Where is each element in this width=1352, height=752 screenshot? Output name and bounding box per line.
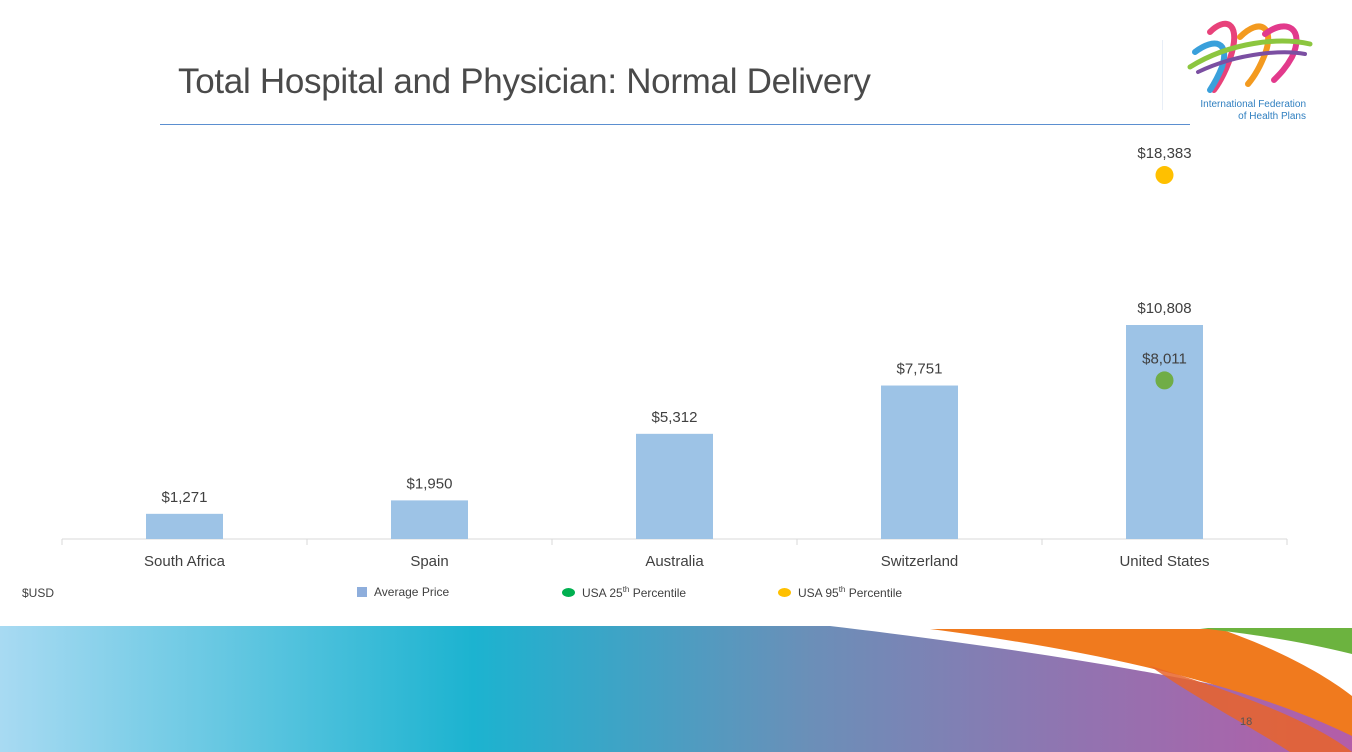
legend-item-p95: USA 95th Percentile: [778, 585, 902, 600]
logo-text-line1: International Federation: [1200, 99, 1306, 110]
logo-text-line2: of Health Plans: [1238, 111, 1306, 122]
point-p95: [1155, 166, 1174, 185]
bar-1: [391, 500, 468, 539]
point-value-label: $8,011: [1142, 350, 1187, 367]
slide-title: Total Hospital and Physician: Normal Del…: [178, 62, 871, 101]
ifhp-logo-icon: [1187, 20, 1313, 93]
legend-item-p25: USA 25th Percentile: [562, 585, 686, 600]
legend-label-p95: USA 95th Percentile: [798, 585, 903, 600]
legend-swatch-average: [357, 587, 367, 597]
bar-value-label: $10,808: [1137, 300, 1191, 317]
title-divider: [160, 124, 1190, 125]
unit-label: $USD: [22, 586, 55, 600]
legend-swatch-p95: [778, 588, 791, 597]
x-tick-label: United States: [1119, 553, 1209, 570]
x-tick-label: Australia: [645, 553, 704, 570]
bar-value-label: $1,950: [407, 475, 453, 492]
logo-text: International Federation of Health Plans: [1160, 99, 1306, 123]
x-tick-label: Spain: [410, 553, 448, 570]
bar-3: [881, 385, 958, 539]
point-value-label: $18,383: [1137, 145, 1191, 162]
bar-value-label: $5,312: [652, 409, 698, 426]
legend-swatch-p25: [562, 588, 575, 597]
bar-2: [636, 433, 713, 539]
bar-0: [146, 513, 223, 539]
x-tick-label: South Africa: [144, 553, 226, 570]
legend-item-average: Average Price: [357, 585, 449, 599]
logo-divider: [1162, 40, 1163, 110]
legend-label-p25: USA 25th Percentile: [582, 585, 687, 600]
footer-banner: [0, 626, 1352, 752]
bar-4: [1126, 325, 1203, 539]
x-tick-label: Switzerland: [881, 553, 959, 570]
point-p25: [1155, 371, 1174, 390]
bar-value-label: $1,271: [162, 489, 208, 506]
legend-label-average: Average Price: [374, 585, 450, 599]
page-number: 18: [1240, 716, 1253, 728]
bar-chart: $1,271 South Africa $1,950 Spain $5,312 Austr…: [61, 145, 1288, 570]
bar-value-label: $7,751: [897, 361, 943, 378]
